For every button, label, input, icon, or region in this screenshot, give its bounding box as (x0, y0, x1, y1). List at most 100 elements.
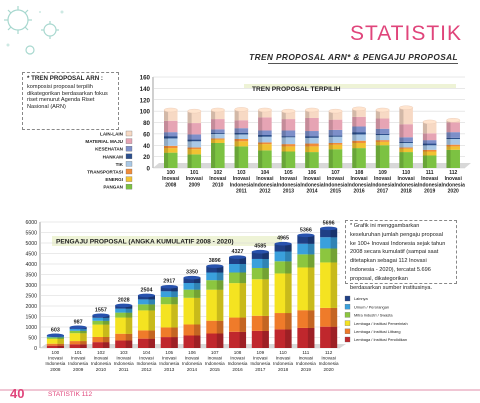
y-tick-label: 100 (140, 109, 151, 116)
bar-shade (422, 143, 427, 146)
bar-shade (352, 142, 357, 149)
bar-segment (234, 132, 249, 135)
bar-shade (164, 145, 169, 149)
x-tick-label: 100 (167, 170, 176, 176)
bar-segment (251, 267, 269, 280)
bar-shade (194, 283, 201, 290)
legend-swatch (125, 168, 133, 175)
y-tick-label: 60 (143, 131, 150, 138)
bar-shade (187, 134, 192, 140)
bar-segment (211, 119, 225, 130)
x-tick-label: Inovasi (398, 176, 416, 182)
x-tick-label: Indonesia (442, 182, 466, 188)
bar-segment (187, 123, 202, 135)
x-tick-label: Indonesia (394, 182, 418, 188)
bar-segment (160, 291, 178, 298)
virus-decoration (4, 6, 64, 55)
legend-swatch (344, 295, 351, 302)
bar-shade (330, 262, 338, 308)
bar-segment (305, 136, 319, 138)
bar-segment (183, 283, 201, 290)
bar-top-cap (160, 284, 178, 289)
chart-title: TREN PROPOSAL TERPILIH (252, 86, 341, 93)
x-tick-label: Inovasi (299, 356, 314, 361)
x-tick-label: 2009 (73, 367, 84, 372)
bar-segment (234, 120, 249, 129)
bar-shade (102, 317, 110, 321)
bar-segment (446, 122, 460, 133)
bar-shade (258, 109, 263, 118)
bar-shade (216, 280, 224, 290)
y-tick-label: 80 (143, 120, 150, 127)
x-tick-label: Inovasi (421, 176, 439, 182)
bar-total-label: 2504 (140, 287, 152, 293)
x-tick-label: 102 (214, 170, 223, 176)
bar-segment (211, 139, 225, 143)
bar-total-label: 5696 (323, 220, 335, 226)
note-line: riset menurut Agenda Riset (27, 97, 95, 104)
bar-segment (399, 148, 413, 153)
x-tick-label: Indonesia (91, 361, 111, 366)
bar-top-cap (320, 226, 338, 231)
bar-shade (352, 108, 357, 117)
x-tick-label: 2015 (330, 189, 341, 195)
bar-shade (328, 135, 333, 137)
x-tick-label: 2014 (187, 367, 198, 372)
legend-swatch (125, 153, 133, 159)
bar-total-label: 987 (74, 319, 83, 325)
x-tick-label: Inovasi (162, 176, 180, 182)
x-tick-label: 2011 (236, 189, 247, 195)
bar-shade (305, 109, 310, 118)
bar-segment (160, 337, 178, 348)
bar-shade (211, 139, 216, 143)
bar-segment (234, 141, 249, 147)
x-tick-label: 104 (143, 350, 151, 355)
legend-swatch (344, 304, 351, 310)
bar-shade (328, 119, 333, 130)
x-tick-label: 2012 (259, 189, 270, 195)
bar-segment (422, 133, 437, 141)
bar-shade (148, 304, 155, 311)
x-tick-label: Indonesia (418, 182, 442, 188)
bar-segment (328, 129, 343, 136)
x-tick-label: Indonesia (273, 361, 293, 366)
bar-shade (234, 128, 239, 133)
bar-total-label: 2028 (118, 297, 130, 303)
bar-shade (57, 336, 64, 338)
bar-segment (206, 280, 224, 290)
bar-segment (446, 138, 460, 145)
legend-label: MATERIAL MAJU (85, 139, 123, 144)
y-tick-label: 0 (34, 346, 37, 352)
x-tick-label: 101 (190, 170, 199, 176)
bar-shade (187, 149, 192, 155)
bar-segment (305, 137, 319, 144)
x-tick-label: 2010 (212, 182, 223, 188)
bar-segment (375, 118, 390, 129)
bar-segment (187, 147, 202, 150)
x-tick-label: Indonesia (250, 361, 270, 366)
bar-shade (211, 142, 216, 168)
bar-segment (446, 137, 460, 139)
bar-segment (352, 132, 366, 135)
bar-segment (46, 343, 64, 346)
bar-top-cap (183, 275, 201, 280)
bar-shade (234, 146, 239, 168)
legend-label: LAIN-LAIN (100, 132, 124, 137)
bar-segment (297, 235, 315, 244)
bar-shade (305, 131, 310, 137)
bar-shade (216, 333, 224, 348)
y-tick-label: 1500 (25, 315, 37, 321)
bar-shade (234, 141, 239, 147)
bar-segment (305, 131, 319, 137)
bar-segment (375, 133, 390, 136)
y-tick-label: 20 (143, 154, 150, 161)
x-tick-label: 2016 (232, 367, 243, 372)
x-tick-label: Inovasi (327, 176, 345, 182)
bar-shade (307, 243, 315, 255)
bar-segment (187, 111, 202, 124)
bar-shade (258, 135, 263, 137)
bar-shade (171, 291, 178, 298)
legend-swatch (344, 312, 351, 318)
bar-shade (148, 310, 155, 331)
